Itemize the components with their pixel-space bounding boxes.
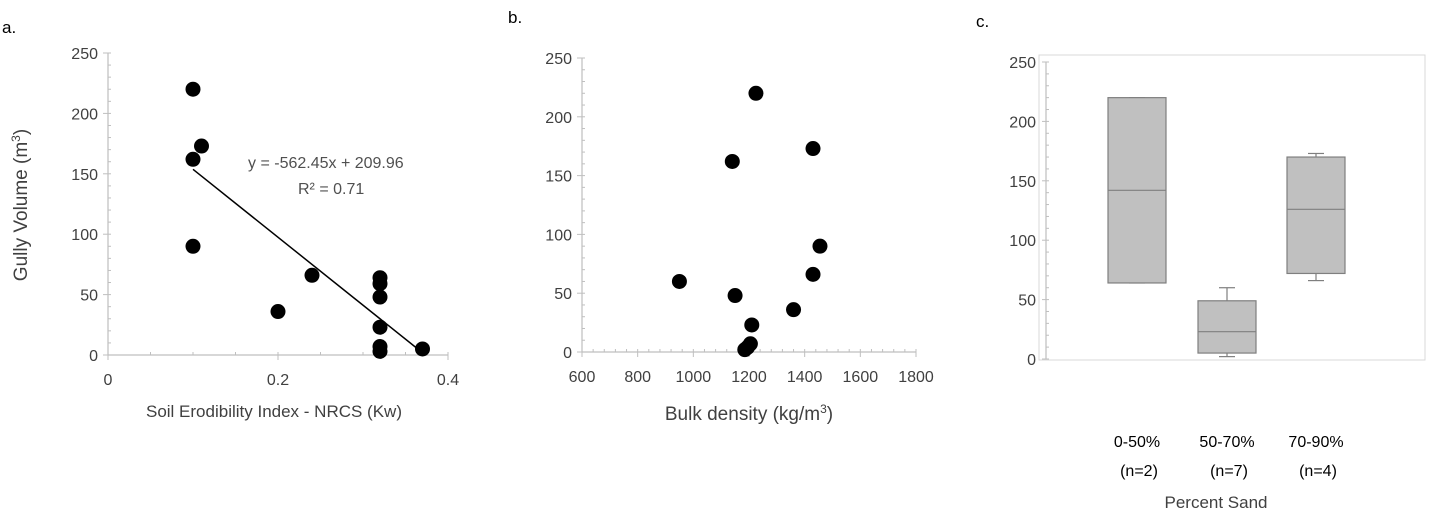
data-point bbox=[727, 288, 743, 304]
y-tick-label: 50 bbox=[554, 286, 572, 303]
chart-panel-b: b. 0 50 100 150 200 250 600 800 1000 1200 1400 1600… bbox=[508, 8, 934, 425]
category-label: 50-70% bbox=[1199, 434, 1254, 451]
y-tick-label: 250 bbox=[545, 51, 572, 68]
panel-c-axes: 0 50 100 150 200 250 bbox=[1009, 55, 1049, 369]
y-tick-label: 100 bbox=[71, 227, 98, 244]
data-point bbox=[737, 342, 753, 358]
category-n: (n=4) bbox=[1299, 463, 1337, 480]
panel-c-label: c. bbox=[976, 12, 989, 31]
panel-b-axes: 0 50 100 150 200 250 600 800 1000 1200 1400 1600 180… bbox=[545, 51, 934, 386]
panel-a-points bbox=[185, 81, 430, 359]
panel-b-label: b. bbox=[508, 8, 522, 27]
data-point bbox=[372, 319, 388, 335]
y-tick-label: 50 bbox=[80, 288, 98, 305]
data-point bbox=[372, 276, 388, 292]
y-tick-label: 150 bbox=[545, 169, 572, 186]
y-tick-label: 250 bbox=[71, 46, 98, 63]
x-tick-label: 800 bbox=[624, 369, 651, 386]
panel-b-xlabel: Bulk density (kg/m3) bbox=[665, 402, 833, 425]
x-tick-label: 1400 bbox=[787, 369, 823, 386]
y-tick-label: 0 bbox=[1027, 352, 1036, 369]
chart-panel-a: a. 0 50 100 150 200 250 0 0.2 0.4 y = -562.45x +… bbox=[2, 18, 459, 421]
panel-a-ylabel: Gully Volume (m3) bbox=[9, 129, 32, 281]
y-tick-label: 50 bbox=[1018, 293, 1036, 310]
data-point bbox=[786, 302, 802, 318]
x-tick-label: 1200 bbox=[731, 369, 767, 386]
box bbox=[1286, 156, 1346, 275]
x-tick-label: 0.2 bbox=[267, 372, 289, 389]
panel-b-points bbox=[671, 85, 828, 358]
category-label: 0-50% bbox=[1114, 434, 1160, 451]
category-n: (n=7) bbox=[1210, 463, 1248, 480]
panel-a-axes: 0 50 100 150 200 250 0 0.2 0.4 bbox=[71, 46, 459, 389]
data-point bbox=[372, 343, 388, 359]
data-point bbox=[748, 85, 764, 101]
panel-c-plot-border bbox=[1038, 54, 1426, 361]
data-point bbox=[185, 151, 201, 167]
y-tick-label: 100 bbox=[545, 227, 572, 244]
data-point bbox=[270, 304, 286, 320]
panel-c-category-labels: 0-50% (n=2) 50-70% (n=7) 70-90% (n=4) bbox=[1114, 434, 1344, 480]
x-tick-label: 1600 bbox=[843, 369, 879, 386]
data-point bbox=[805, 266, 821, 282]
x-tick-label: 1800 bbox=[898, 369, 934, 386]
y-tick-label: 100 bbox=[1009, 233, 1036, 250]
data-point bbox=[194, 138, 209, 154]
panel-a-xlabel: Soil Erodibility Index - NRCS (Kw) bbox=[146, 402, 402, 421]
box bbox=[1197, 300, 1257, 354]
data-point bbox=[724, 153, 740, 169]
data-point bbox=[304, 267, 320, 283]
data-point bbox=[805, 141, 821, 157]
x-tick-label: 1000 bbox=[676, 369, 712, 386]
category-label: 70-90% bbox=[1288, 434, 1343, 451]
data-point bbox=[671, 273, 687, 289]
chart-panel-c: c. 0 50 100 150 200 250 0-50% (n=2) 50-70% (n=7)… bbox=[976, 12, 1426, 512]
y-tick-label: 250 bbox=[1009, 55, 1036, 72]
y-tick-label: 200 bbox=[71, 106, 98, 123]
data-point bbox=[812, 238, 828, 254]
data-point bbox=[415, 341, 430, 357]
y-tick-label: 0 bbox=[89, 348, 98, 365]
y-tick-label: 150 bbox=[71, 167, 98, 184]
y-tick-label: 200 bbox=[1009, 114, 1036, 131]
data-point bbox=[372, 289, 388, 305]
data-point bbox=[744, 317, 760, 333]
panel-a-r2: R² = 0.71 bbox=[298, 181, 364, 198]
panel-c-boxes bbox=[1107, 97, 1346, 358]
x-tick-label: 0 bbox=[104, 372, 113, 389]
y-tick-label: 0 bbox=[563, 345, 572, 362]
y-tick-label: 150 bbox=[1009, 174, 1036, 191]
panel-a-equation: y = -562.45x + 209.96 bbox=[248, 155, 404, 172]
x-tick-label: 0.4 bbox=[437, 372, 459, 389]
category-n: (n=2) bbox=[1120, 463, 1158, 480]
data-point bbox=[185, 238, 201, 254]
panel-c-xlabel: Percent Sand bbox=[1164, 493, 1267, 512]
y-tick-label: 200 bbox=[545, 110, 572, 127]
panel-a-label: a. bbox=[2, 18, 16, 37]
data-point bbox=[185, 81, 201, 97]
x-tick-label: 600 bbox=[569, 369, 596, 386]
